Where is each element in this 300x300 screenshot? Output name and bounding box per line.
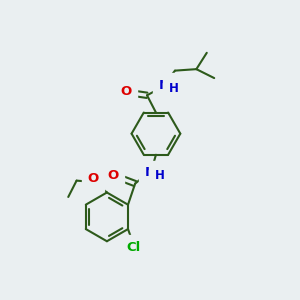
Text: N: N	[144, 166, 156, 179]
Text: H: H	[155, 169, 165, 182]
Text: N: N	[158, 79, 169, 92]
Text: Cl: Cl	[127, 241, 141, 254]
Text: O: O	[107, 169, 118, 182]
Text: O: O	[120, 85, 132, 98]
Text: H: H	[169, 82, 179, 95]
Text: O: O	[87, 172, 99, 185]
